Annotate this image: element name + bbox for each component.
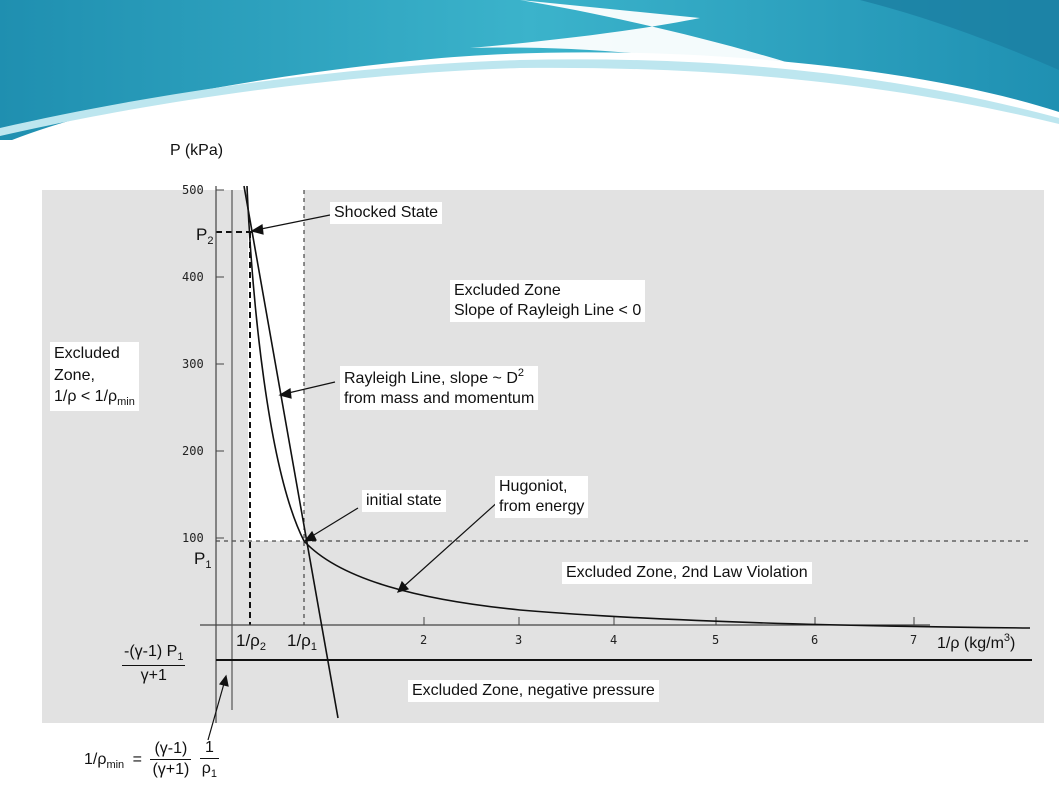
x-tick-6: 6 xyxy=(811,633,819,647)
rho-min-equals: = xyxy=(132,751,142,769)
excluded-left-annotation: Excluded Zone, 1/ρ < 1/ρmin xyxy=(50,342,139,412)
second-law-annotation: Excluded Zone, 2nd Law Violation xyxy=(562,562,812,584)
hugoniot-curve xyxy=(246,185,1031,629)
rho2-text: 1/ρ xyxy=(236,631,260,650)
rayleigh-line1: Rayleigh Line, slope ~ D2 xyxy=(344,367,534,389)
hugoniot-line2: from energy xyxy=(499,498,585,515)
p2-letter: P xyxy=(196,225,208,244)
x-tick-5: 5 xyxy=(712,633,720,647)
y-tick-marks xyxy=(216,189,224,539)
rayleigh-line1-sup: 2 xyxy=(517,367,525,379)
p1-letter: P xyxy=(194,549,206,568)
hugoniot-annotation: Hugoniot, from energy xyxy=(495,476,589,518)
rho-min-frac1: (γ-1) (γ+1) xyxy=(150,739,192,780)
p1-subscript: 1 xyxy=(205,559,212,571)
x-tick-3: 3 xyxy=(515,633,523,647)
negative-intercept-fraction: -(γ-1) P1 γ+1 xyxy=(122,642,186,686)
excluded-slope-line2: Slope of Rayleigh Line < 0 xyxy=(454,302,642,319)
hugoniot-line1: Hugoniot, xyxy=(499,478,568,495)
x-axis-label-text: 1/ρ (kg/m xyxy=(937,635,1004,652)
rayleigh-line xyxy=(243,185,339,719)
rayleigh-line2: from mass and momentum xyxy=(344,390,535,407)
rho-min-frac2-den: ρ1 xyxy=(200,759,219,782)
rho-min-frac1-den: (γ+1) xyxy=(152,761,190,779)
x-tick-7: 7 xyxy=(910,633,918,647)
x-tick-4: 4 xyxy=(610,633,618,647)
excluded-slope-line1: Excluded Zone xyxy=(454,282,561,299)
annotation-arrows xyxy=(207,214,501,741)
rho-min-formula: 1/ρmin = (γ-1) (γ+1) 1 ρ1 xyxy=(84,738,220,782)
header-banner xyxy=(0,0,1059,140)
shocked-state-label: Shocked State xyxy=(330,202,443,224)
excluded-slope-annotation: Excluded Zone Slope of Rayleigh Line < 0 xyxy=(450,280,646,322)
rho1-text: 1/ρ xyxy=(287,631,311,650)
p1-label: P1 xyxy=(194,548,211,573)
rho2-subscript: 2 xyxy=(259,641,266,653)
neg-intercept-numerator: -(γ-1) P xyxy=(124,643,178,660)
rho1-label: 1/ρ1 xyxy=(287,630,317,655)
x-axis-label-close: ) xyxy=(1010,635,1016,652)
excluded-left-line1: Excluded xyxy=(54,345,120,362)
excluded-left-line3: 1/ρ < 1/ρmin xyxy=(54,386,135,410)
y-tick-400: 400 xyxy=(182,270,204,284)
excluded-left-line3-text: 1/ρ < 1/ρ xyxy=(54,388,118,406)
rho2-label: 1/ρ2 xyxy=(236,630,266,655)
x-axis-label: 1/ρ (kg/m3) xyxy=(937,632,1015,654)
excluded-left-line2: Zone, xyxy=(54,366,95,384)
rayleigh-line1-text: Rayleigh Line, slope ~ D xyxy=(344,370,518,387)
rho-min-frac2-num: 1 xyxy=(199,738,220,759)
y-tick-500: 500 xyxy=(182,183,204,197)
negative-pressure-annotation: Excluded Zone, negative pressure xyxy=(408,680,659,702)
y-tick-100: 100 xyxy=(182,531,204,545)
excluded-zone-background xyxy=(42,190,1044,723)
x-axis-label-sup: 3 xyxy=(1003,632,1011,644)
p2-subscript: 2 xyxy=(207,235,214,247)
rho-min-frac1-num: (γ-1) xyxy=(150,739,192,761)
negative-intercept-label: -(γ-1) P1 γ+1 xyxy=(122,642,186,686)
rho-min-frac2: 1 ρ1 xyxy=(199,738,220,782)
rho-min-frac2-den-sub: 1 xyxy=(210,768,218,780)
y-axis-label: P (kPa) xyxy=(170,142,224,159)
excluded-left-line3-sub: min xyxy=(117,396,135,409)
x-tick-2: 2 xyxy=(420,633,428,647)
p2-label: P2 xyxy=(196,224,213,249)
y-tick-200: 200 xyxy=(182,444,204,458)
rho-min-frac2-den-letter: ρ xyxy=(201,760,211,777)
y-tick-300: 300 xyxy=(182,357,204,371)
rho-min-lhs: 1/ρ xyxy=(84,751,107,769)
neg-intercept-denominator: γ+1 xyxy=(140,666,167,684)
rayleigh-annotation: Rayleigh Line, slope ~ D2 from mass and … xyxy=(340,366,539,410)
initial-state-label: initial state xyxy=(362,490,446,512)
rho-min-lhs-sub: min xyxy=(106,759,125,772)
rho1-subscript: 1 xyxy=(310,641,317,653)
neg-intercept-sub: 1 xyxy=(177,651,184,663)
